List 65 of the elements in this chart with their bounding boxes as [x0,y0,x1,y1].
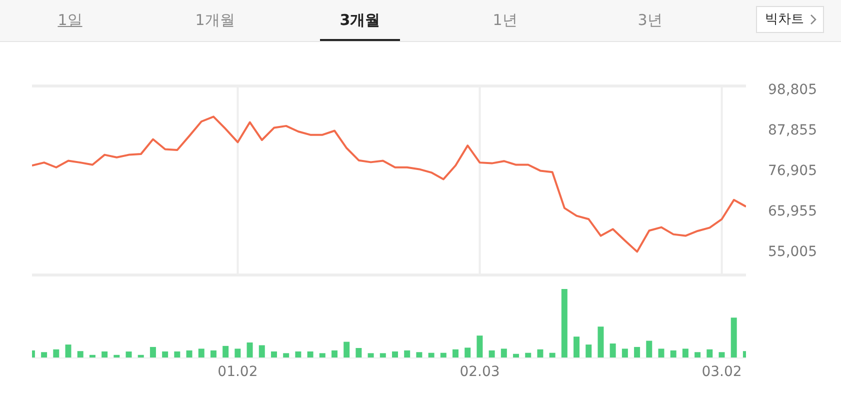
bar [150,346,156,358]
bar [368,353,374,358]
bar [682,348,688,358]
bar [646,340,652,358]
bar [126,351,132,358]
x-tick-label: 03.02 [702,364,742,380]
bar [622,348,628,358]
bar [500,348,507,358]
text: 3년 [638,11,662,29]
text: 1일 [58,11,82,29]
bar [488,350,495,358]
bar [416,352,422,358]
bar [598,326,604,358]
bar [476,336,483,358]
bar [464,348,471,358]
bar [356,348,362,358]
bar [270,351,277,358]
text: 3개월 [340,11,380,29]
text: 1년 [492,11,518,29]
bar [380,353,386,358]
bar [706,349,713,358]
bar [162,351,168,358]
x-tick-label: 01.02 [218,364,258,380]
bar [210,350,216,358]
x-tick-label: 02.03 [460,364,500,380]
y-tick-label: 65,955 [768,203,817,220]
bar [331,350,338,358]
bar [246,342,253,358]
line-series [32,116,746,253]
bar [586,344,592,358]
bar [634,346,640,358]
bar [283,353,290,358]
bar [295,351,302,358]
bar [574,336,580,358]
bar [174,351,180,358]
bar [77,351,84,358]
bar [186,350,192,358]
text: 빅차트 [756,6,824,33]
y-tick-label: 98,805 [768,82,817,98]
bar [319,353,326,358]
y-tick-label: 55,005 [768,244,817,260]
bar [307,351,314,358]
bar [344,342,350,358]
bar [258,345,265,358]
bar [392,351,398,358]
bar [222,346,229,358]
text: 1개월 [195,11,235,29]
bar [234,348,241,358]
bar [65,344,72,358]
bar [537,349,544,358]
y-tick-label: 87,855 [768,122,817,138]
bar [198,348,204,358]
bar [41,352,48,358]
bar [404,350,410,358]
bar [53,349,60,358]
bar [718,352,725,358]
bar [452,349,459,358]
bar [670,350,676,358]
bar [694,352,701,358]
bar [610,344,616,358]
bar [730,318,737,358]
y-tick-label: 76,905 [768,162,817,179]
bar [102,351,108,358]
bar [561,289,568,358]
bar [658,348,664,358]
